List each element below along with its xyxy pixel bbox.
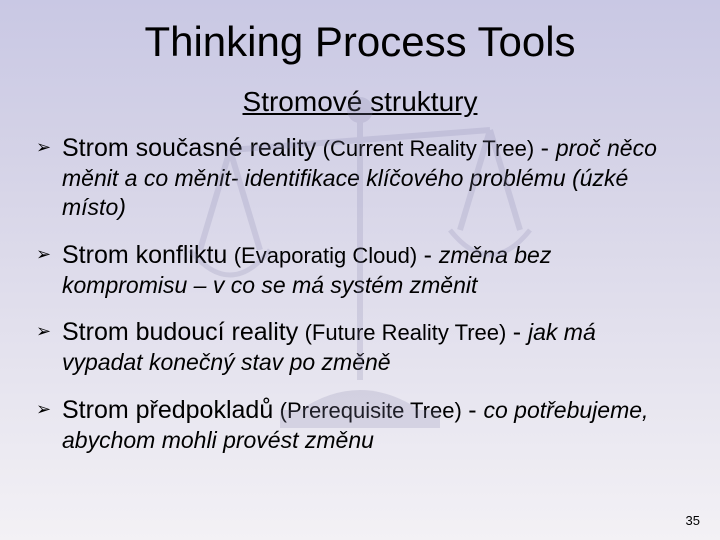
bullet-icon: ➢	[34, 132, 62, 162]
slide-title: Thinking Process Tools	[28, 18, 692, 66]
list-item: ➢ Strom předpokladů (Prerequisite Tree) …	[34, 394, 682, 455]
item-paren: (Current Reality Tree)	[323, 136, 535, 161]
page-number: 35	[686, 513, 700, 528]
bullet-icon: ➢	[34, 316, 62, 346]
slide: Thinking Process Tools Stromové struktur…	[0, 0, 720, 540]
list-item-body: Strom budoucí reality (Future Reality Tr…	[62, 316, 682, 377]
item-lead: Strom současné reality	[62, 134, 316, 162]
list-item: ➢ Strom konfliktu (Evaporatig Cloud) - z…	[34, 239, 682, 300]
item-sep: -	[468, 396, 483, 424]
bullet-icon: ➢	[34, 394, 62, 424]
list-item-body: Strom konfliktu (Evaporatig Cloud) - změ…	[62, 239, 682, 300]
item-lead: Strom předpokladů	[62, 396, 273, 424]
item-lead: Strom konfliktu	[62, 241, 227, 269]
bullet-list: ➢ Strom současné reality (Current Realit…	[28, 132, 692, 455]
bullet-icon: ➢	[34, 239, 62, 269]
item-paren: (Prerequisite Tree)	[280, 398, 462, 423]
list-item-body: Strom současné reality (Current Reality …	[62, 132, 682, 223]
slide-subtitle: Stromové struktury	[28, 86, 692, 118]
item-lead: Strom budoucí reality	[62, 318, 298, 346]
item-paren: (Future Reality Tree)	[305, 320, 507, 345]
list-item: ➢ Strom budoucí reality (Future Reality …	[34, 316, 682, 377]
item-paren: (Evaporatig Cloud)	[234, 243, 417, 268]
item-sep: -	[424, 241, 439, 269]
list-item: ➢ Strom současné reality (Current Realit…	[34, 132, 682, 223]
item-sep: -	[541, 134, 556, 162]
list-item-body: Strom předpokladů (Prerequisite Tree) - …	[62, 394, 682, 455]
item-sep: -	[513, 318, 528, 346]
